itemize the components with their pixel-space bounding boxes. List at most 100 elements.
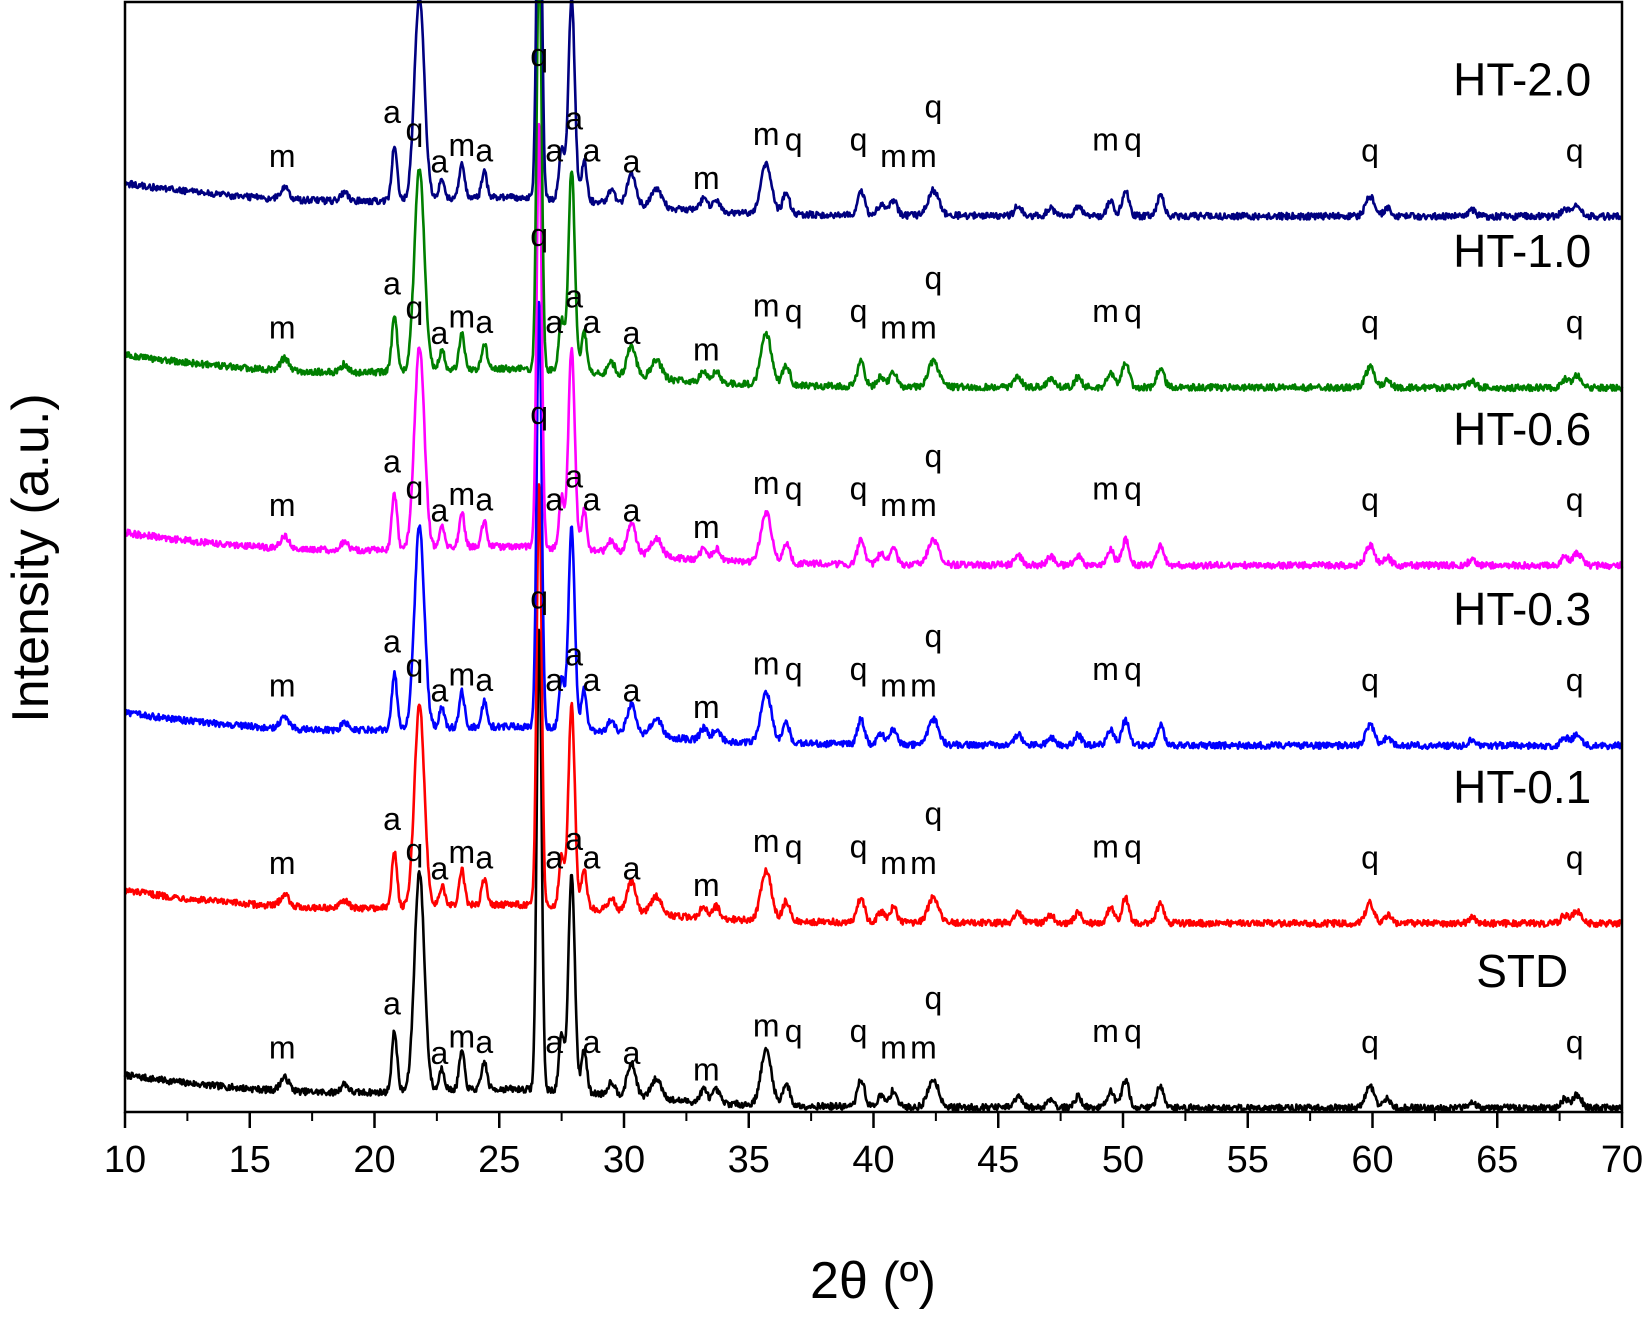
x-tick-label: 10 [104, 1139, 146, 1181]
peak-label: m [693, 1052, 720, 1088]
peak-label: a [383, 265, 401, 301]
series-line-ht-2-0 [123, 0, 1623, 221]
peak-label: m [693, 689, 720, 725]
peak-label: a [545, 482, 563, 518]
peak-label: m [1092, 471, 1119, 507]
peak-label: m [753, 465, 780, 501]
peak-label: a [565, 101, 583, 137]
peak-label: q [785, 651, 803, 687]
peak-label: m [269, 1030, 296, 1066]
peak-label: q [530, 395, 548, 431]
peak-label: a [623, 493, 641, 529]
peak-label: a [565, 821, 583, 857]
peak-label: a [383, 801, 401, 837]
x-axis-ticks: 10 15 20 25 30 35 40 45 50 55 60 65 70 [104, 1112, 1643, 1181]
peak-label: q [1124, 651, 1142, 687]
peak-label: m [448, 476, 475, 512]
peak-label: q [1566, 482, 1584, 518]
peak-label: m [1092, 651, 1119, 687]
series-label: HT-2.0 [1453, 54, 1591, 106]
peak-label: a [545, 1024, 563, 1060]
peak-label: a [565, 279, 583, 315]
peak-label: m [269, 667, 296, 703]
peak-label: q [850, 1013, 868, 1049]
peak-label: q [406, 647, 424, 683]
peak-label: a [430, 315, 448, 351]
peak-label: q [1361, 840, 1379, 876]
peak-label: q [785, 293, 803, 329]
peak-label: m [269, 487, 296, 523]
peak-label: m [880, 667, 907, 703]
x-tick-label: 20 [353, 1139, 395, 1181]
peak-label: m [880, 1030, 907, 1066]
peak-label: a [565, 637, 583, 673]
peak-label: m [880, 309, 907, 345]
series-labels: STD HT-0.1 HT-0.3 HT-0.6 HT-1.0 HT-2.0 [1453, 54, 1591, 998]
peak-label: m [910, 667, 937, 703]
peak-label: q [1361, 482, 1379, 518]
peak-label: a [430, 493, 448, 529]
peak-label: m [880, 845, 907, 881]
peak-label: q [924, 980, 942, 1016]
series-label: HT-0.6 [1453, 403, 1591, 455]
peak-label: q [850, 651, 868, 687]
peak-label: a [545, 840, 563, 876]
peak-label: q [1361, 133, 1379, 169]
peak-label: q [1361, 1024, 1379, 1060]
peak-label: q [1566, 304, 1584, 340]
peak-label: a [545, 662, 563, 698]
peak-label: m [448, 656, 475, 692]
x-tick-label: 25 [478, 1139, 520, 1181]
peak-label: q [1124, 471, 1142, 507]
peak-label: a [383, 986, 401, 1022]
peak-label: m [693, 331, 720, 367]
series-line-ht-0-6 [124, 122, 1624, 571]
peak-label: m [693, 509, 720, 545]
peak-label: q [1566, 1024, 1584, 1060]
peak-label: a [623, 673, 641, 709]
peak-label: q [785, 829, 803, 865]
peak-label: a [475, 482, 493, 518]
peak-label: a [583, 840, 601, 876]
peak-label: m [448, 127, 475, 163]
peak-label: q [1566, 662, 1584, 698]
peak-label: m [910, 138, 937, 174]
peak-label: m [910, 845, 937, 881]
peak-label: a [583, 304, 601, 340]
x-tick-label: 70 [1601, 1139, 1643, 1181]
peak-label: a [583, 482, 601, 518]
peak-label: a [565, 459, 583, 495]
peak-label: a [475, 304, 493, 340]
peak-label: m [269, 309, 296, 345]
peak-label: q [850, 829, 868, 865]
peak-label: a [383, 443, 401, 479]
x-tick-label: 40 [852, 1139, 894, 1181]
peak-label: m [910, 309, 937, 345]
peak-label: a [623, 144, 641, 180]
peak-label: a [623, 1035, 641, 1071]
peak-label: a [430, 1035, 448, 1071]
peak-label: q [924, 618, 942, 654]
x-tick-label: 65 [1476, 1139, 1518, 1181]
peak-label: m [1092, 1013, 1119, 1049]
xrd-traces [123, 0, 1624, 1113]
peak-label: q [924, 260, 942, 296]
peak-label: q [406, 832, 424, 868]
peak-label: q [924, 89, 942, 125]
series-line-ht-1-0 [123, 0, 1624, 393]
peak-label: q [785, 1013, 803, 1049]
peak-label: q [406, 290, 424, 326]
peak-label: q [1566, 840, 1584, 876]
peak-label: m [880, 138, 907, 174]
peak-label: m [693, 867, 720, 903]
peak-label: a [623, 851, 641, 887]
peak-label: m [753, 823, 780, 859]
peak-label: m [753, 1008, 780, 1044]
peak-label: m [753, 645, 780, 681]
peak-label: q [530, 37, 548, 73]
peak-label: q [924, 438, 942, 474]
peak-label: m [910, 487, 937, 523]
peak-label: a [583, 1024, 601, 1060]
peak-label: q [1361, 662, 1379, 698]
